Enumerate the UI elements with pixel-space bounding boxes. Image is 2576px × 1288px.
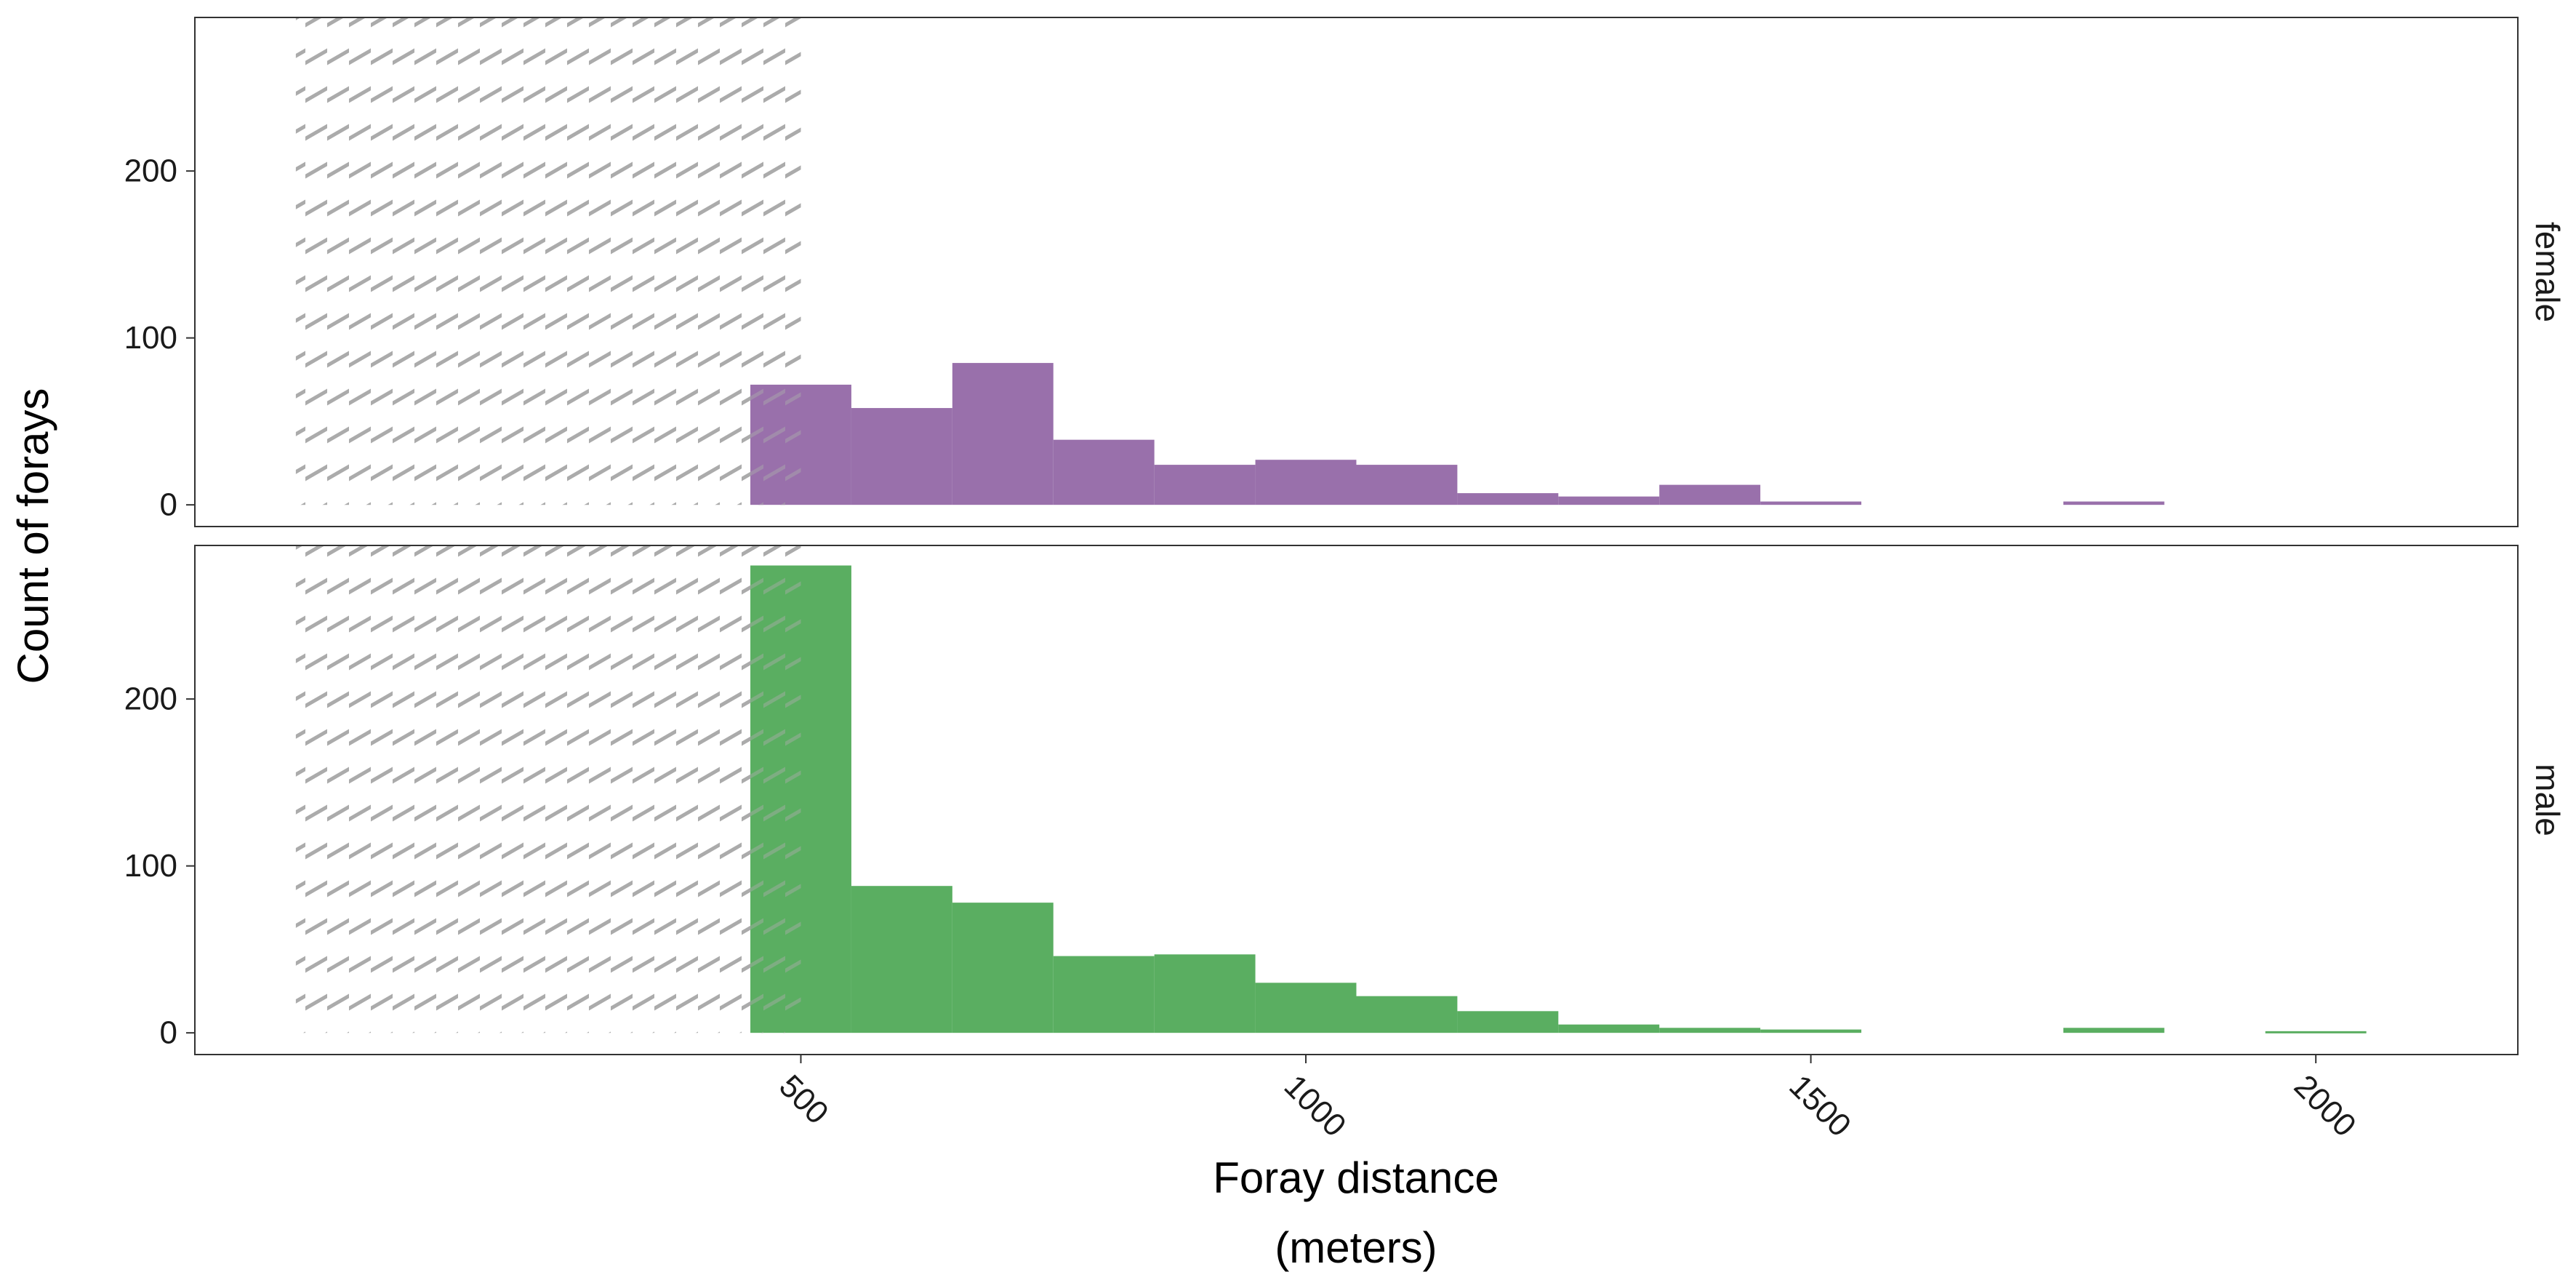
histogram-bar bbox=[851, 408, 952, 505]
panel-male: 0 100 200 male bbox=[124, 545, 2567, 1055]
y-axis-title: Count of forays bbox=[9, 388, 57, 684]
bars-male bbox=[750, 565, 2367, 1033]
x-axis-title: Foray distance bbox=[1213, 1153, 1499, 1202]
histogram-bar bbox=[1659, 484, 1761, 505]
y-tick-label: 200 bbox=[124, 681, 177, 717]
histogram-bar bbox=[1154, 954, 1256, 1033]
hatch-overlay-female bbox=[295, 17, 801, 505]
x-tick-label: 1500 bbox=[1782, 1068, 1858, 1144]
x-tick-label: 2000 bbox=[2287, 1068, 2363, 1144]
histogram-bar bbox=[1659, 1028, 1761, 1033]
histogram-bar bbox=[1356, 996, 1458, 1033]
y-axis-female: 0 100 200 bbox=[124, 153, 195, 523]
histogram-bar bbox=[2063, 1028, 2164, 1033]
facet-label-male: male bbox=[2529, 764, 2567, 836]
x-axis-unit: (meters) bbox=[1275, 1223, 1437, 1272]
histogram-bar bbox=[851, 886, 952, 1033]
y-tick-label: 0 bbox=[160, 487, 177, 523]
y-axis-male: 0 100 200 bbox=[124, 681, 195, 1051]
facet-label-female: female bbox=[2529, 222, 2567, 322]
histogram-bar bbox=[2063, 501, 2164, 505]
histogram-bar bbox=[1356, 465, 1458, 505]
histogram-bar bbox=[1053, 956, 1155, 1033]
hatched-area-overlay bbox=[295, 545, 801, 1033]
histogram-bar bbox=[1558, 1024, 1660, 1033]
x-tick-label: 1000 bbox=[1277, 1068, 1353, 1144]
panel-female: 0 100 200 female bbox=[124, 17, 2567, 527]
histogram-bar bbox=[1457, 493, 1559, 505]
histogram-bar bbox=[1760, 1029, 1862, 1033]
hatched-area-overlay bbox=[295, 17, 801, 505]
histogram-bar bbox=[952, 903, 1054, 1033]
x-tick-label: 500 bbox=[772, 1068, 835, 1132]
y-tick-label: 100 bbox=[124, 848, 177, 884]
panel-border-female bbox=[194, 17, 2519, 527]
hatch-overlay-male bbox=[295, 545, 801, 1033]
histogram-bar bbox=[952, 363, 1054, 505]
histogram-bar bbox=[1154, 465, 1256, 505]
bars-female bbox=[750, 363, 2164, 505]
histogram-bar bbox=[1053, 439, 1155, 505]
y-tick-label: 0 bbox=[160, 1015, 177, 1051]
histogram-bar bbox=[1457, 1011, 1559, 1033]
panel-border-male bbox=[194, 545, 2519, 1055]
x-axis: 500 1000 1500 2000 bbox=[772, 1055, 2363, 1144]
histogram-bar bbox=[1255, 983, 1357, 1033]
histogram-bar bbox=[1760, 501, 1862, 505]
histogram-bar bbox=[1558, 496, 1660, 505]
histogram-bar bbox=[2265, 1031, 2367, 1033]
histogram-bar bbox=[1255, 460, 1357, 505]
y-tick-label: 100 bbox=[124, 320, 177, 356]
y-tick-label: 200 bbox=[124, 153, 177, 189]
